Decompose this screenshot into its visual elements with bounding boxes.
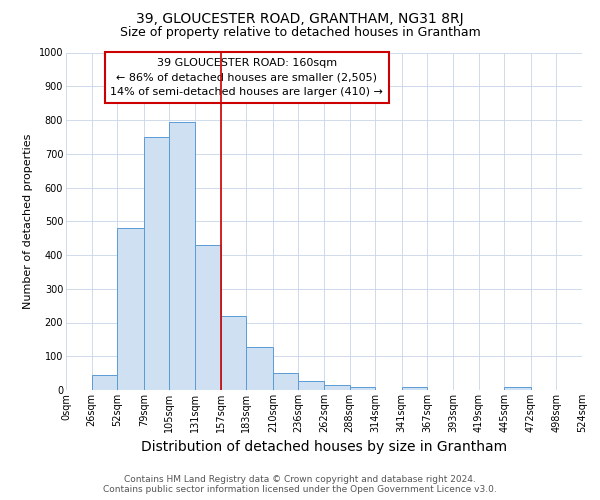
Text: 39 GLOUCESTER ROAD: 160sqm
← 86% of detached houses are smaller (2,505)
14% of s: 39 GLOUCESTER ROAD: 160sqm ← 86% of deta… xyxy=(110,58,383,97)
Y-axis label: Number of detached properties: Number of detached properties xyxy=(23,134,33,309)
Bar xyxy=(324,385,350,390)
Text: Contains HM Land Registry data © Crown copyright and database right 2024.
Contai: Contains HM Land Registry data © Crown c… xyxy=(103,474,497,494)
Bar xyxy=(402,388,427,390)
Text: 39, GLOUCESTER ROAD, GRANTHAM, NG31 8RJ: 39, GLOUCESTER ROAD, GRANTHAM, NG31 8RJ xyxy=(136,12,464,26)
Bar xyxy=(195,245,221,390)
Bar xyxy=(350,386,375,390)
Bar xyxy=(298,380,324,390)
Bar xyxy=(221,316,246,390)
Bar xyxy=(504,388,531,390)
Bar xyxy=(117,228,144,390)
Bar xyxy=(169,122,195,390)
Bar xyxy=(273,373,298,390)
Bar xyxy=(92,375,117,390)
Text: Size of property relative to detached houses in Grantham: Size of property relative to detached ho… xyxy=(119,26,481,39)
Bar xyxy=(246,347,273,390)
Bar xyxy=(144,137,169,390)
X-axis label: Distribution of detached houses by size in Grantham: Distribution of detached houses by size … xyxy=(141,440,507,454)
